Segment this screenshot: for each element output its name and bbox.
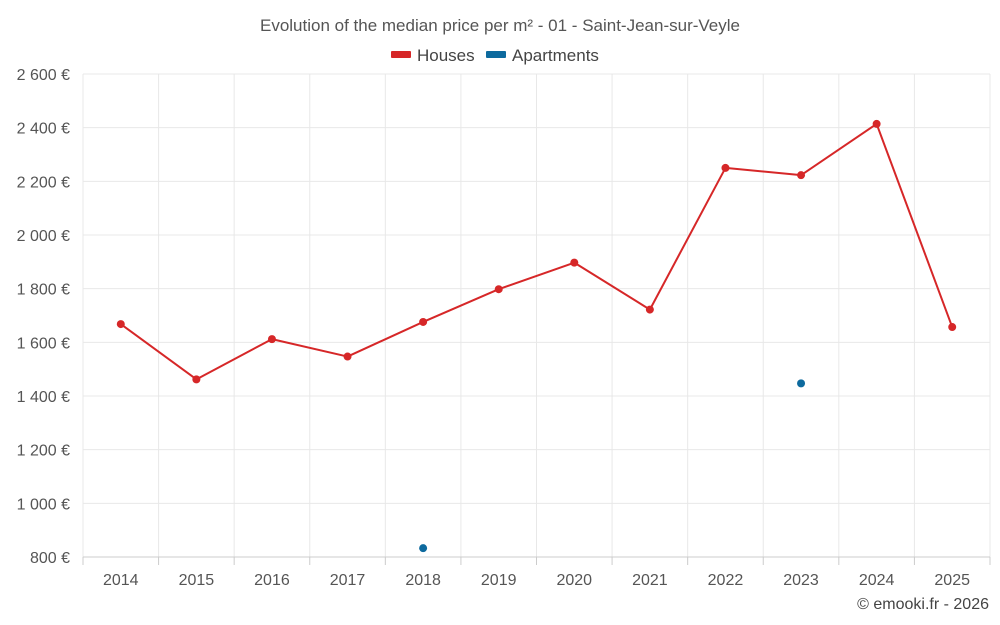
data-point-houses[interactable] xyxy=(494,285,503,294)
series-line-houses xyxy=(120,122,954,381)
y-tick-label: 1 800 € xyxy=(17,282,70,299)
x-tick-label: 2022 xyxy=(708,572,744,589)
y-tick-label: 1 600 € xyxy=(17,335,70,352)
legend-swatch-apartments[interactable] xyxy=(486,51,506,58)
x-tick-label: 2017 xyxy=(330,572,366,589)
chart-title: Evolution of the median price per m² - 0… xyxy=(260,16,740,35)
data-point-houses[interactable] xyxy=(267,335,276,344)
data-point-houses[interactable] xyxy=(645,305,654,314)
x-tick-label: 2016 xyxy=(254,572,290,589)
x-tick-label: 2014 xyxy=(103,572,139,589)
legend: Houses Apartments xyxy=(391,46,599,65)
y-tick-label: 800 € xyxy=(30,550,70,567)
y-axis-ticks: 800 € 1 000 € 1 200 € 1 400 € 1 600 € 1 800 €… xyxy=(17,67,70,567)
y-tick-label: 2 400 € xyxy=(17,121,70,138)
x-tick-label: 2015 xyxy=(179,572,215,589)
y-tick-label: 2 600 € xyxy=(17,67,70,84)
y-tick-label: 1 000 € xyxy=(17,496,70,513)
series xyxy=(116,119,957,553)
x-axis-ticks: 2014 2015 2016 2017 2018 2019 2020 2021 2022 2023… xyxy=(82,557,991,589)
data-point-houses[interactable] xyxy=(116,320,125,329)
credit-text: © emooki.fr - 2026 xyxy=(857,596,989,613)
data-point-apartments[interactable] xyxy=(797,379,806,388)
x-tick-label: 2021 xyxy=(632,572,668,589)
legend-label-apartments[interactable]: Apartments xyxy=(512,46,599,65)
x-tick-label: 2020 xyxy=(556,572,592,589)
data-point-houses[interactable] xyxy=(419,317,428,326)
x-tick-label: 2025 xyxy=(934,572,970,589)
data-point-apartments[interactable] xyxy=(419,544,428,553)
x-tick-label: 2018 xyxy=(405,572,441,589)
data-point-houses[interactable] xyxy=(872,119,881,128)
y-tick-label: 1 200 € xyxy=(17,443,70,460)
x-tick-label: 2023 xyxy=(783,572,819,589)
data-point-houses[interactable] xyxy=(797,171,806,180)
grid xyxy=(82,73,991,557)
y-tick-label: 1 400 € xyxy=(17,389,70,406)
data-point-houses[interactable] xyxy=(570,258,579,267)
data-point-houses[interactable] xyxy=(343,352,352,361)
data-point-houses[interactable] xyxy=(721,163,730,172)
y-tick-label: 2 200 € xyxy=(17,174,70,191)
legend-label-houses[interactable]: Houses xyxy=(417,46,475,65)
data-point-houses[interactable] xyxy=(192,375,201,384)
data-point-houses[interactable] xyxy=(948,323,957,332)
y-tick-label: 2 000 € xyxy=(17,228,70,245)
legend-swatch-houses[interactable] xyxy=(391,51,411,58)
x-tick-label: 2024 xyxy=(859,572,895,589)
x-tick-label: 2019 xyxy=(481,572,517,589)
